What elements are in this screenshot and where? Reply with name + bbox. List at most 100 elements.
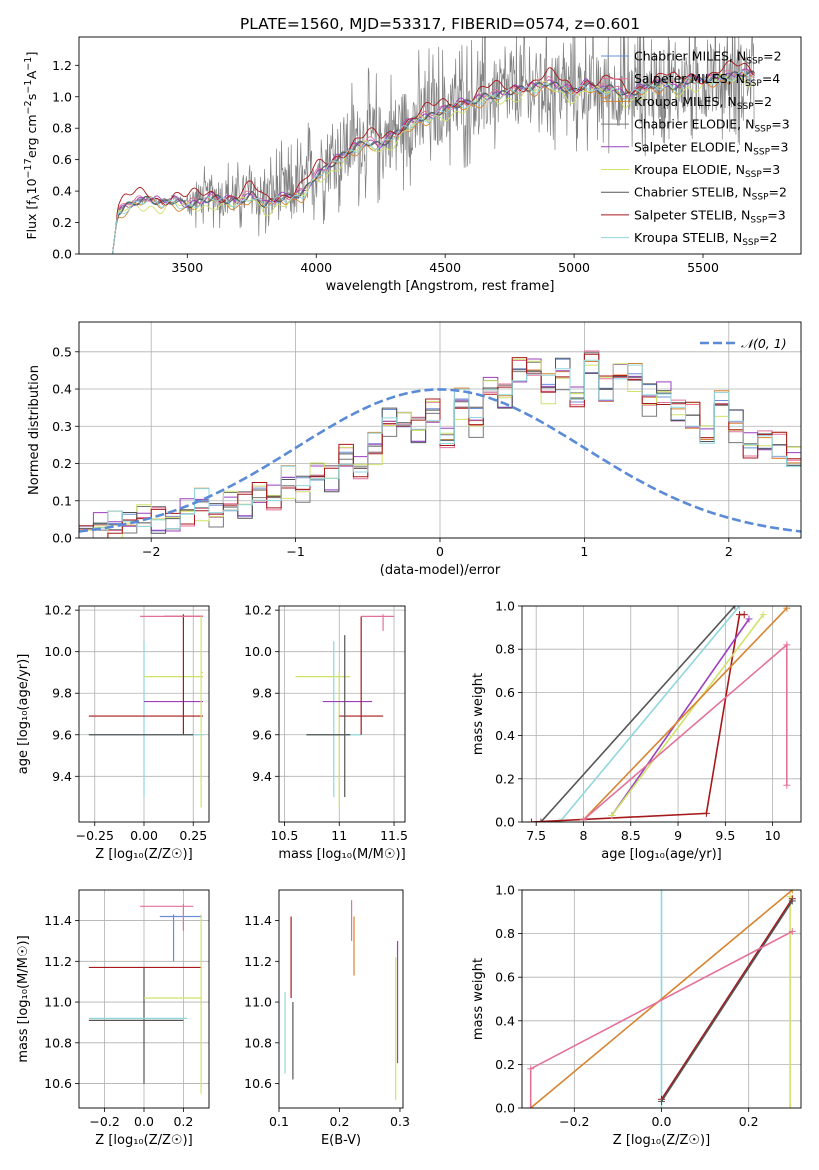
- x-tick-label: 8: [579, 828, 587, 843]
- y-tick-label: 0.6: [495, 970, 515, 985]
- legend-label: Chabrier STELIB, NSSP=2: [634, 185, 787, 203]
- axes-frame: [521, 605, 802, 823]
- y-tick-label: 0.6: [52, 152, 72, 167]
- y-label-part: λ: [31, 194, 42, 200]
- x-tick-label: 9: [674, 828, 682, 843]
- plot-area-massweight_vs_age: [527, 606, 791, 822]
- figure-title: PLATE=1560, MJD=53317, FIBERID=0574, z=0…: [240, 15, 640, 33]
- legend-name: Kroupa ELODIE, N: [634, 162, 745, 177]
- x-tick-label: 7.5: [526, 828, 546, 843]
- y-axis-label: mass [log₁₀(M/M☉)]: [16, 935, 31, 1062]
- x-tick-label: 0: [436, 544, 444, 559]
- panel-massweight_vs_Z: −0.2 0.0 0.2 0.0 0.2 0.4 0.6 0.8 1.0 Z [log₁₀(Z/Z…: [471, 883, 802, 1148]
- x-tick-label: 1: [580, 544, 588, 559]
- y-tick-label: 0.0: [495, 1101, 515, 1116]
- y-tick-label: 11.2: [44, 954, 72, 969]
- grid-age_vs_mass: [279, 606, 405, 822]
- panel-age_vs_mass: 10.5 11 11.5 9.4 9.6 9.8 10.0 10.2 mass [log₁₀(M…: [244, 603, 408, 862]
- grid-massweight_vs_age: [522, 605, 801, 823]
- legend-count: =3: [770, 139, 788, 154]
- panel-massweight_vs_age: 7.5 8 8.5 9 9.5 10 0.0 0.2 0.4 0.6 0.8 1.0 age [log₁…: [471, 599, 802, 862]
- legend-name: Kroupa STELIB, N: [634, 230, 742, 245]
- y-tick-label: 11.2: [244, 954, 272, 969]
- y-tick-label: 0.0: [52, 247, 72, 262]
- mass-weight-line: [611, 614, 764, 816]
- y-axis-label: mass weight: [471, 958, 486, 1040]
- plot-area-mass_vs_ebv: [284, 900, 399, 1100]
- y-tick-label: 0.8: [495, 642, 515, 657]
- y-tick-label: 11.0: [44, 995, 72, 1010]
- y-axis-label: Flux [fλ 10−17 erg cm−2 s−1 A−1 ]: [23, 51, 42, 239]
- histogram-step: [79, 353, 801, 538]
- legend-label: Salpeter MILES, NSSP=4: [634, 71, 780, 89]
- legend-name: Chabrier ELODIE, N: [634, 117, 754, 132]
- axes-frame: [278, 605, 406, 823]
- legend-sub: SSP: [745, 170, 762, 180]
- ticks-age_vs_Z: −0.25 0.00 0.25 9.4 9.6 9.8 10.0 10.2: [44, 603, 207, 843]
- x-axis-label: E(B-V): [321, 1133, 361, 1148]
- legend-label: Chabrier MILES, NSSP=2: [634, 49, 782, 67]
- y-tick-label: 0.8: [495, 926, 515, 941]
- x-axis-label: age [log₁₀(age/yr)]: [601, 847, 722, 862]
- model-line-kroupa-stelib: [112, 70, 755, 254]
- y-label-part: ]: [24, 51, 39, 56]
- y-tick-label: 9.4: [52, 769, 72, 784]
- mass-weight-line: [611, 618, 750, 816]
- legend-label: Chabrier ELODIE, NSSP=3: [634, 117, 790, 135]
- y-tick-label: 1.2: [52, 58, 72, 73]
- axes-frame: [521, 889, 802, 1109]
- y-tick-label: 1.0: [495, 599, 515, 614]
- y-tick-label: 11.4: [44, 913, 72, 928]
- mass-weight-line: [531, 613, 745, 822]
- y-tick-label: 1.0: [495, 883, 515, 898]
- ticks-residuals: −2 −1 0 1 2 0.0 0.1 0.2 0.3 0.4 0.5: [52, 344, 733, 559]
- plot-area-residuals: [79, 350, 801, 538]
- axes-frame: [78, 36, 802, 255]
- x-tick-label: 0.1: [269, 1114, 289, 1129]
- y-tick-label: 1.0: [52, 89, 72, 104]
- mass-weight-line: [660, 898, 793, 1100]
- x-tick-label: 10.5: [271, 828, 299, 843]
- residual-legend: 𝒩(0, 1): [700, 336, 787, 351]
- legend-label: Kroupa STELIB, NSSP=2: [634, 230, 778, 248]
- legend-label: Salpeter ELODIE, NSSP=3: [634, 139, 788, 157]
- y-tick-label: 10.6: [244, 1076, 272, 1091]
- x-tick-label: 0.25: [179, 828, 207, 843]
- legend-sub: SSP: [745, 79, 762, 89]
- y-tick-label: 10.2: [244, 603, 272, 618]
- y-label-part: 10: [24, 178, 39, 194]
- model-line-chabrier-stelib: [112, 70, 755, 254]
- x-tick-label: 2: [725, 544, 733, 559]
- y-tick-label: 0.4: [52, 382, 72, 397]
- y-tick-label: 0.4: [495, 1013, 515, 1028]
- legend-sub: SSP: [746, 57, 763, 67]
- legend-count: =2: [759, 230, 777, 245]
- legend-label: Salpeter STELIB, NSSP=3: [634, 207, 786, 225]
- ticks-age_vs_mass: 10.5 11 11.5 9.4 9.6 9.8 10.0 10.2: [244, 603, 408, 843]
- x-tick-label: 0.3: [390, 1114, 410, 1129]
- legend-count: =4: [762, 71, 780, 86]
- mass-weight-line: [660, 900, 793, 1102]
- legend-count: =2: [769, 185, 787, 200]
- y-tick-label: 10.6: [44, 1076, 72, 1091]
- y-tick-label: 10.0: [44, 644, 72, 659]
- legend-sub: SSP: [737, 102, 754, 112]
- x-tick-label: 11: [331, 828, 347, 843]
- y-tick-label: 10.8: [244, 1035, 272, 1050]
- y-tick-label: 0.2: [52, 215, 72, 230]
- y-tick-label: 9.6: [52, 727, 72, 742]
- x-axis-label: Z [log₁₀(Z/Z☉)]: [613, 1133, 710, 1148]
- ticks-spectrum: 3500 4000 4500 5000 5500 0.0 0.2 0.4 0.6 0.8 1.0 1.…: [52, 58, 719, 275]
- y-tick-label: 9.6: [252, 727, 272, 742]
- y-axis-label: Normed distribution: [27, 365, 42, 495]
- x-tick-label: 3500: [171, 260, 203, 275]
- y-tick-label: 0.1: [52, 493, 72, 508]
- y-tick-label: 11.4: [244, 913, 272, 928]
- y-tick-label: 0.6: [495, 685, 515, 700]
- panel-spectrum: 3500 4000 4500 5000 5500 0.0 0.2 0.4 0.6 0.8 1.0 1.…: [23, 36, 802, 294]
- legend-name: Chabrier MILES, N: [634, 49, 746, 64]
- legend-name: Salpeter ELODIE, N: [634, 139, 753, 154]
- axes-frame: [78, 889, 210, 1109]
